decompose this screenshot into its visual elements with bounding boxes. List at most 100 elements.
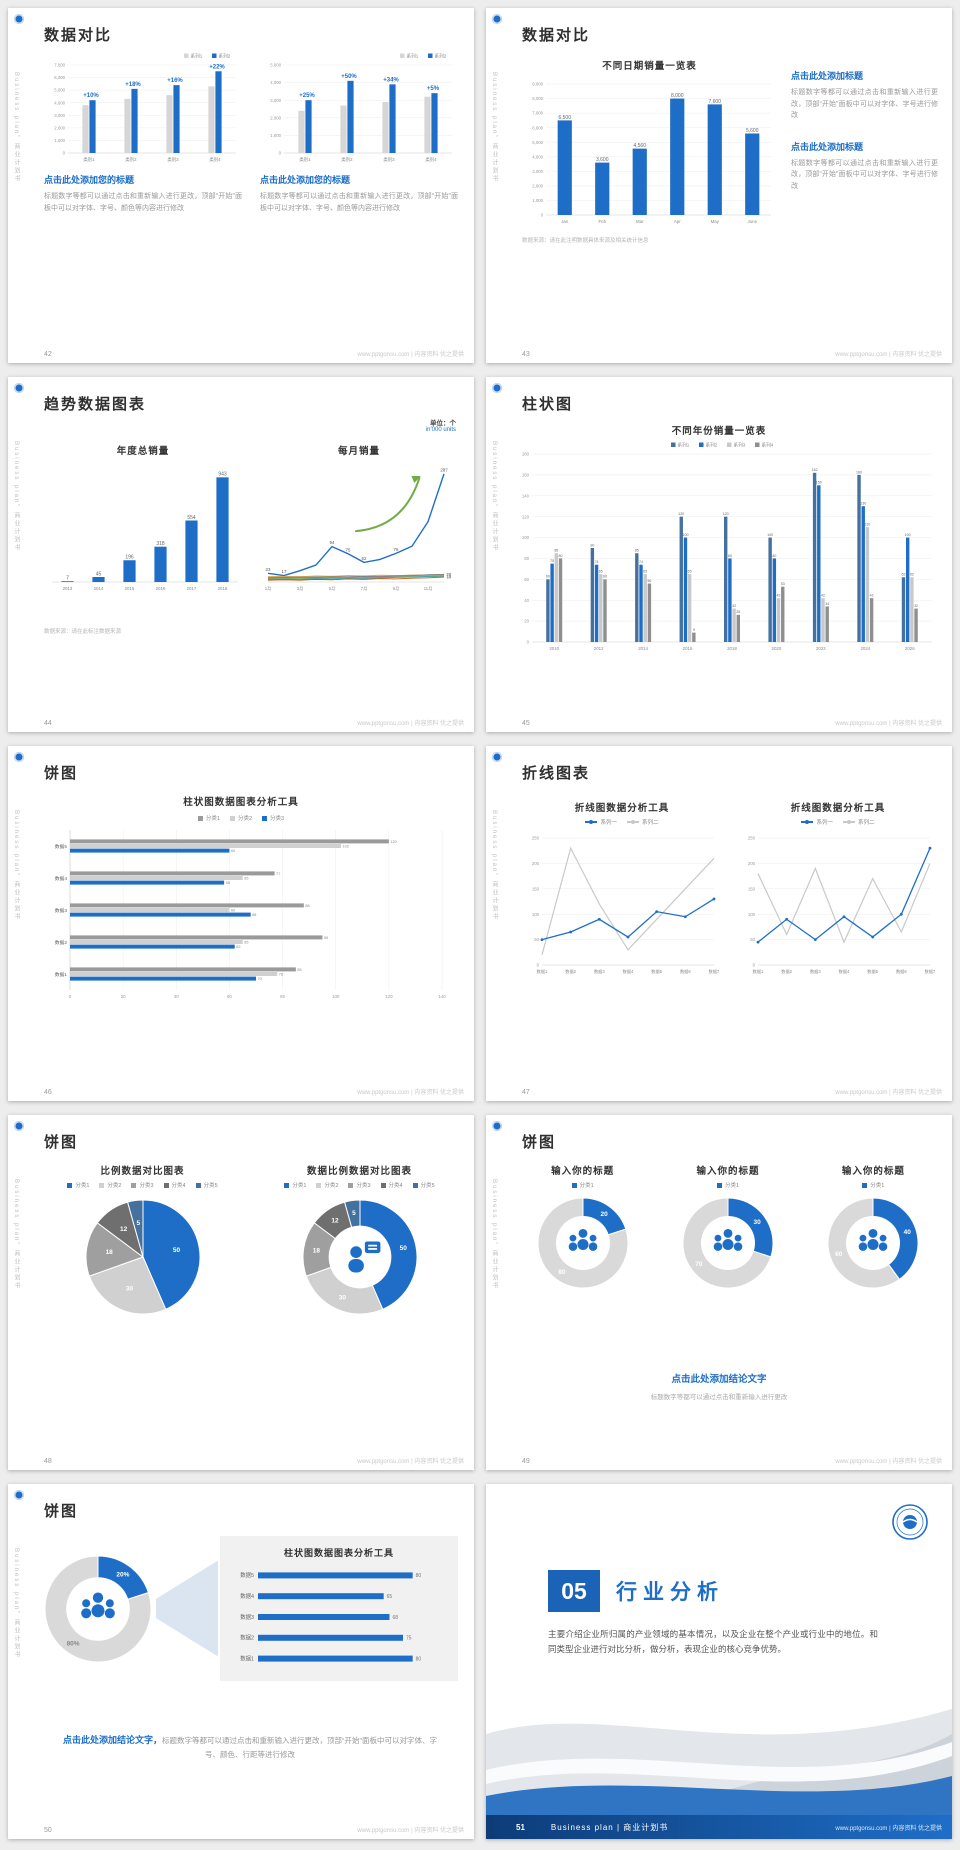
slide-footer-text: www.pptgonsu.com | 内容资料 优之提供 [357,1828,464,1834]
section-body: 主要介绍企业所归属的产业领域的基本情况，以及企业在整个产业或行业中的地位。和同类… [548,1629,878,1655]
brand-logo-icon [492,14,502,24]
svg-text:196: 196 [125,555,134,561]
svg-text:90: 90 [590,543,594,547]
slide-48: Business plan，商业计划书 饼图 比例数据对比图表 分类1 分类2 分类… [8,1115,474,1470]
svg-text:20: 20 [524,619,529,624]
svg-text:943: 943 [218,472,227,478]
svg-text:76: 76 [394,547,399,552]
brand-logo-icon [14,752,24,762]
svg-text:系列3: 系列3 [734,442,746,449]
svg-text:80: 80 [280,994,285,999]
donut-block-1: 输入你的标题 分类1 20 80 [516,1163,649,1291]
svg-text:15: 15 [447,574,452,579]
svg-text:0: 0 [69,994,72,999]
svg-text:75: 75 [550,559,554,563]
svg-text:554: 554 [187,515,196,521]
svg-text:2017: 2017 [187,586,197,591]
simple-horizontal-bars: 数据5 80 数据4 65 数据3 68 数据2 75 数据1 80 [232,1565,446,1669]
section-footer-bar: 51 Business plan | 商业计划书 www.pptgonsu.co… [486,1815,952,1839]
svg-text:85: 85 [635,549,639,553]
svg-text:100: 100 [682,533,688,537]
line-chart: 0 50 100 150 200 250 数据1 数据2 数据3 数据4 数据5 数据6 数据7 [522,830,722,976]
svg-text:20: 20 [447,572,452,577]
svg-text:2010: 2010 [549,646,559,651]
svg-text:80%: 80% [67,1640,80,1647]
svg-text:数据6: 数据6 [680,968,691,975]
slide-49: Business plan，商业计划书 饼图 输入你的标题 分类1 20 80 输… [486,1115,952,1470]
svg-text:2015: 2015 [125,586,135,591]
svg-text:0: 0 [527,640,530,645]
page-number: 44 [44,720,52,727]
svg-text:52: 52 [362,556,367,561]
svg-text:110: 110 [865,523,871,527]
svg-text:1,000: 1,000 [54,138,65,143]
svg-text:80: 80 [728,554,732,558]
svg-text:3,600: 3,600 [596,157,609,163]
brand-logo-icon [14,383,24,393]
page-number: 45 [522,720,530,727]
svg-text:数据7: 数据7 [925,968,936,975]
yearly-grouped-bar-chart: 0 20 40 60 80 100 120 140 160 180 2010 60 75 85 80 2012… [516,441,938,653]
svg-text:50: 50 [399,1245,407,1252]
svg-text:42: 42 [821,594,825,598]
svg-text:数据1: 数据1 [240,1654,254,1662]
svg-text:100: 100 [905,533,911,537]
unit-label: 单位：个 in'000 units [426,417,456,433]
slide-title: 柱状图 [522,396,574,413]
caption-block: 点击此处添加标题 标题数字等都可以通过点击和重新输入进行更改，顶部“开始”面板中… [791,140,938,193]
svg-text:系列2: 系列2 [435,53,447,60]
page-number: 50 [44,1827,52,1834]
caption-heading: 点击此处添加标题 [791,71,864,81]
svg-text:50: 50 [172,1247,180,1254]
chart-title: 比例数据对比图表 [100,1166,185,1177]
svg-text:18: 18 [105,1249,113,1256]
panel-title: 柱状图数据图表分析工具 [283,1548,394,1558]
svg-text:11月: 11月 [424,586,433,592]
svg-text:4,000: 4,000 [270,80,281,85]
svg-text:100: 100 [748,912,756,917]
svg-text:0: 0 [753,963,756,968]
svg-text:数据2: 数据2 [565,968,576,975]
svg-text:2014: 2014 [94,586,104,591]
svg-text:数据3: 数据3 [240,1613,254,1621]
svg-text:系列1: 系列1 [191,53,203,60]
svg-text:2,000: 2,000 [54,125,65,130]
svg-text:数据4: 数据4 [55,875,68,882]
svg-text:数据1: 数据1 [537,968,548,975]
svg-text:65: 65 [244,940,248,944]
svg-text:120: 120 [522,514,530,519]
svg-text:系列4: 系列4 [762,442,774,449]
data-source-note: 数据来源：请在此注明数据具体来源及相关统计信息 [522,238,649,244]
brand-logo-icon [492,752,502,762]
brand-logo-icon [492,383,502,393]
svg-text:2012: 2012 [594,646,604,651]
brand-logo-icon [14,1490,24,1500]
chart-legend: 分类1 分类2 分类3 分类4 分类5 [261,1181,458,1189]
svg-text:4,000: 4,000 [54,100,65,105]
svg-text:150: 150 [532,886,540,891]
svg-text:2,000: 2,000 [270,115,281,120]
svg-text:75: 75 [346,547,351,552]
slide-44: Business plan，商业计划书 趋势数据图表 单位：个 in'000 u… [8,377,474,732]
svg-text:68: 68 [392,1615,398,1621]
svg-text:42: 42 [870,594,874,598]
comparison-block-left: 0 1,000 2,000 3,000 4,000 5,000 6,000 7,000 类别1 +… [44,52,242,214]
svg-text:5月: 5月 [329,586,336,592]
svg-text:56: 56 [647,579,651,583]
side-brand-text: Business plan，商业计划书 [13,810,19,922]
svg-text:120: 120 [723,512,729,516]
svg-text:6,500: 6,500 [558,115,571,121]
slide-footer-text: www.pptgonsu.com | 内容资料 优之提供 [357,1090,464,1096]
svg-text:65: 65 [244,876,248,880]
svg-text:Jan: Jan [561,219,569,224]
svg-text:2016: 2016 [683,646,693,651]
svg-text:数据5: 数据5 [240,1571,254,1579]
svg-text:Mar: Mar [636,219,644,224]
svg-text:30: 30 [125,1285,133,1292]
svg-text:68: 68 [252,913,256,917]
chart-title: 折线图数据分析工具 [574,803,670,814]
svg-text:+50%: +50% [341,74,357,80]
side-brand-text: Business plan，商业计划书 [491,72,497,184]
svg-text:0: 0 [537,963,540,968]
svg-text:7月: 7月 [361,586,368,592]
